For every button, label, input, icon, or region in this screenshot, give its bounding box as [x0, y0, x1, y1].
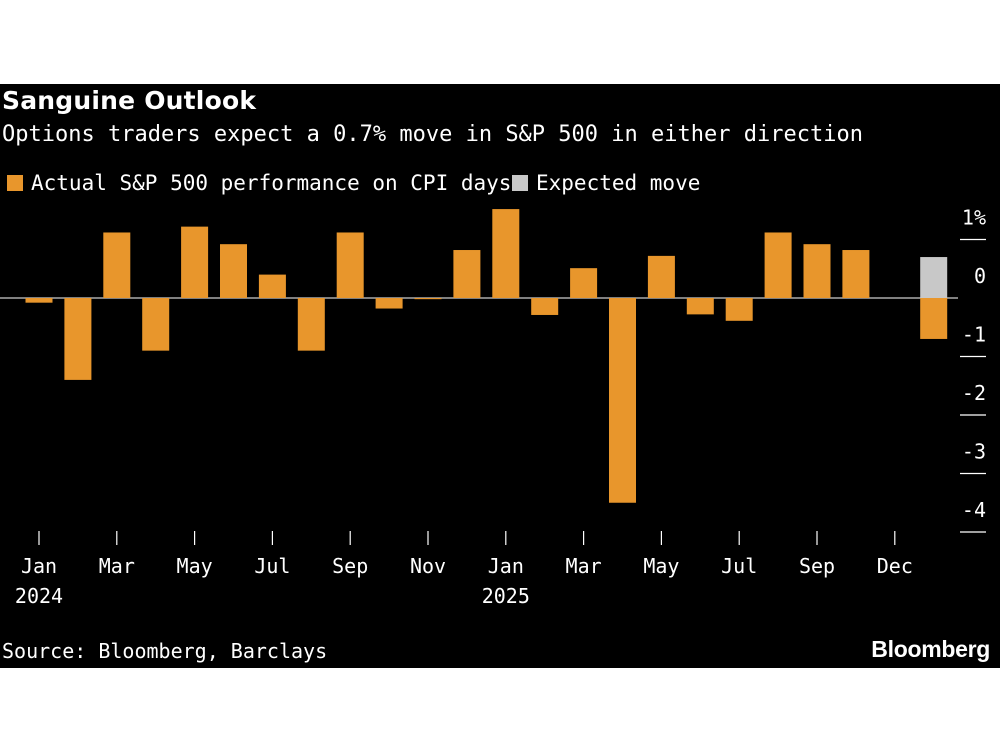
x-tick-label-0: Jan	[21, 554, 57, 578]
bar-actual-14	[570, 268, 598, 298]
chart-subtitle: Options traders expect a 0.7% move in S&…	[2, 122, 863, 147]
x-tick-label-4: Sep	[332, 554, 368, 578]
x-tick-label-8: May	[643, 554, 679, 578]
chart-panel	[0, 84, 1000, 668]
bar-actual-2	[103, 232, 131, 298]
x-tick-label-5: Nov	[410, 554, 446, 578]
bar-actual-10	[414, 298, 442, 300]
bar-actual-17	[686, 298, 714, 315]
chart-title: Sanguine Outlook	[2, 86, 257, 115]
bar-actual-20	[803, 244, 831, 298]
y-tick-label-2: -1	[962, 323, 986, 347]
bar-actual-18	[725, 298, 753, 321]
x-tick-label-7: Mar	[566, 554, 602, 578]
legend-swatch-expected	[512, 175, 528, 191]
legend-label-actual: Actual S&P 500 performance on CPI days	[31, 171, 512, 195]
bar-actual-23	[920, 298, 948, 339]
y-tick-label-1: 0	[974, 264, 986, 288]
bar-actual-9	[375, 298, 403, 309]
x-tick-label-11: Dec	[877, 554, 913, 578]
x-tick-label-6: Jan	[488, 554, 524, 578]
legend-label-expected: Expected move	[536, 171, 701, 195]
x-tick-sublabel-6: 2025	[482, 584, 530, 608]
bar-actual-0	[25, 298, 53, 303]
y-tick-label-5: -4	[962, 498, 986, 522]
bloomberg-logo: Bloomberg	[871, 636, 990, 662]
bar-actual-5	[220, 244, 247, 298]
legend-item-expected: Expected move	[512, 171, 700, 195]
x-tick-label-1: Mar	[99, 554, 135, 578]
x-tick-label-3: Jul	[254, 554, 290, 578]
x-tick-sublabel-0: 2024	[15, 584, 63, 608]
bar-actual-11	[453, 250, 481, 298]
x-tick-label-10: Sep	[799, 554, 835, 578]
legend-swatch-actual	[7, 175, 23, 191]
bar-expected-23	[920, 257, 948, 298]
bar-actual-7	[297, 298, 325, 351]
source-note: Source: Bloomberg, Barclays	[2, 639, 328, 663]
y-tick-label-3: -2	[962, 381, 986, 405]
bar-actual-21	[842, 250, 870, 298]
x-tick-label-9: Jul	[721, 554, 757, 578]
bar-actual-3	[142, 298, 170, 351]
bar-actual-16	[647, 255, 675, 298]
bar-actual-6	[258, 274, 286, 298]
bar-actual-4	[181, 226, 209, 298]
bar-actual-13	[531, 298, 559, 315]
bar-actual-19	[764, 232, 792, 298]
bar-actual-12	[492, 209, 520, 298]
x-tick-label-2: May	[177, 554, 213, 578]
y-tick-label-0: 1%	[962, 206, 986, 230]
legend-item-actual: Actual S&P 500 performance on CPI days	[7, 171, 511, 195]
y-tick-label-4: -3	[962, 440, 986, 464]
bar-actual-8	[336, 232, 364, 298]
bar-actual-15	[609, 298, 636, 503]
bar-actual-1	[64, 298, 92, 380]
